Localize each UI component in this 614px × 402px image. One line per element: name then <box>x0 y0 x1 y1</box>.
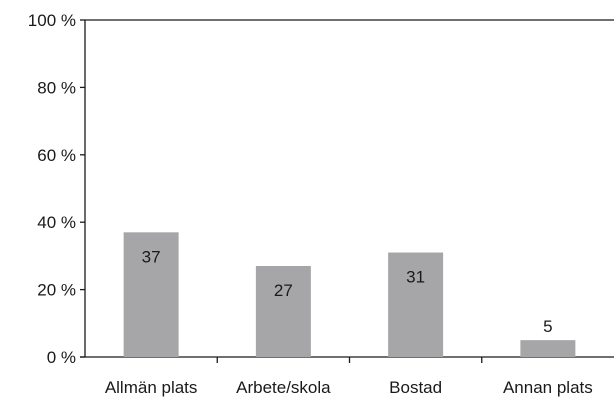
bar <box>123 232 179 357</box>
y-tick-label: 40 % <box>37 213 76 232</box>
bar-value-label: 31 <box>406 268 425 287</box>
y-tick-label: 20 % <box>37 281 76 300</box>
bars <box>123 232 576 357</box>
bar-value-label: 5 <box>543 317 552 336</box>
labels: 0 % 20 % 40 % 60 % 80 % 100 % 37 Allmän plats 27… <box>28 11 593 397</box>
bar <box>255 266 311 357</box>
x-category-label: Annan plats <box>503 378 593 397</box>
y-tick-label: 60 % <box>37 146 76 165</box>
y-tick-label: 100 % <box>28 11 76 30</box>
x-category-label: Bostad <box>389 378 442 397</box>
x-category-label: Allmän plats <box>105 378 198 397</box>
x-category-label: Arbete/skola <box>236 378 331 397</box>
y-tick-label: 80 % <box>37 78 76 97</box>
bar <box>388 252 444 357</box>
y-tick-label: 0 % <box>47 348 76 367</box>
bar <box>520 340 576 357</box>
bar-value-label: 27 <box>274 281 293 300</box>
bar-value-label: 37 <box>142 247 161 266</box>
